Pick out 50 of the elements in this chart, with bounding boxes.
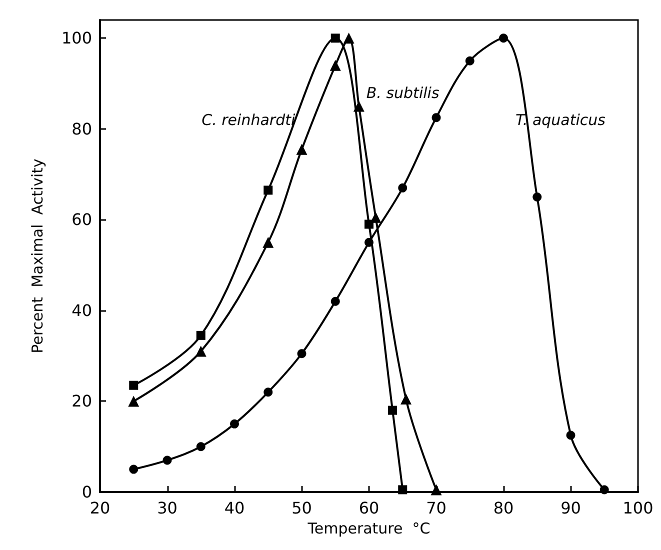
- point: [364, 238, 374, 247]
- point: [330, 296, 340, 306]
- point: [398, 485, 408, 494]
- point: [432, 113, 441, 122]
- x-axis-title: Temperature °C: [306, 519, 430, 538]
- y-tick-label: 0: [82, 482, 92, 502]
- point: [343, 32, 354, 44]
- point: [566, 430, 576, 440]
- point: [128, 396, 140, 407]
- point: [129, 380, 138, 390]
- point: [400, 393, 412, 404]
- y-tick-label: 40: [72, 300, 92, 320]
- point: [162, 456, 172, 465]
- x-tick-label: 80: [493, 498, 514, 518]
- x-tick-label: 90: [560, 498, 581, 518]
- point: [388, 406, 398, 415]
- point: [196, 330, 206, 340]
- x-tick-label: 100: [622, 498, 654, 518]
- y-tick-label: 80: [72, 119, 92, 138]
- series-label: C. reinhardti: [202, 111, 296, 130]
- point: [262, 236, 274, 248]
- point: [600, 485, 609, 494]
- point: [353, 100, 364, 112]
- point: [296, 144, 308, 155]
- y-tick-label: 20: [72, 392, 92, 411]
- point: [370, 212, 382, 223]
- point: [297, 349, 306, 358]
- point: [330, 34, 340, 43]
- x-tick-label: 60: [358, 498, 380, 518]
- point: [195, 346, 206, 357]
- point: [196, 442, 206, 452]
- y-axis-title: Percent Maximal Activity: [28, 158, 46, 354]
- series-label: B. subtilis: [366, 84, 440, 102]
- point: [330, 60, 341, 71]
- point: [499, 34, 508, 43]
- point: [398, 183, 408, 192]
- point: [230, 419, 239, 428]
- x-tick-label: 70: [426, 498, 446, 518]
- point: [264, 186, 273, 195]
- point: [129, 464, 138, 474]
- point: [532, 192, 542, 202]
- series-label: T. aquaticus: [516, 111, 606, 130]
- y-tick-label: 100: [61, 28, 92, 48]
- point: [264, 388, 273, 397]
- x-tick-label: 20: [90, 498, 110, 518]
- x-tick-label: 50: [292, 498, 312, 518]
- x-tick-label: 40: [224, 498, 245, 518]
- x-tick-label: 30: [157, 498, 178, 518]
- point: [465, 56, 474, 66]
- y-tick-label: 60: [72, 210, 92, 230]
